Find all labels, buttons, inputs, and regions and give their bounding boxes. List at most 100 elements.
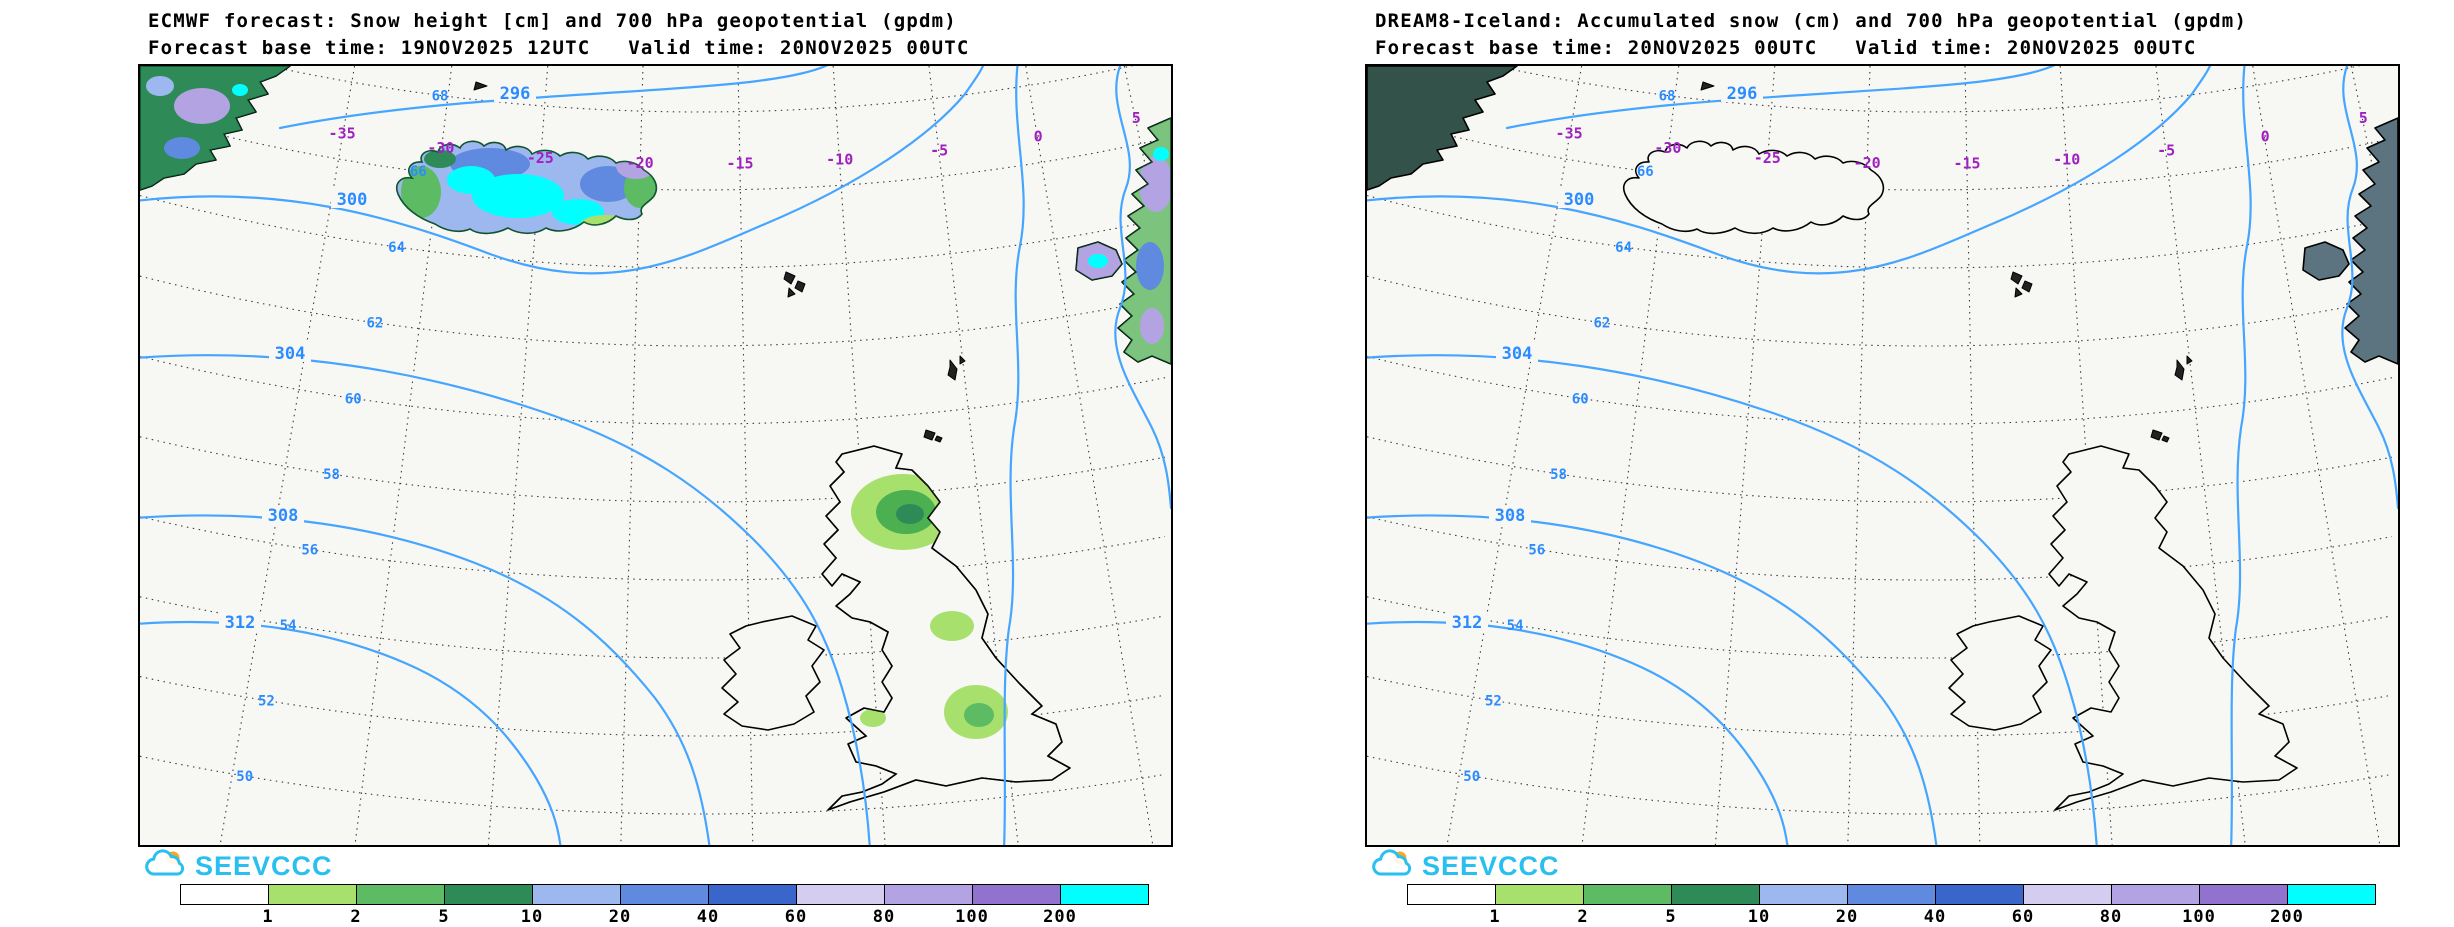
- geopotential-label: 312: [225, 613, 256, 633]
- latitude-label: 62: [1593, 316, 1610, 332]
- colorbar-label: 200: [2270, 907, 2304, 927]
- colorbar-label: 1: [1489, 907, 1501, 927]
- latitude-label: 64: [388, 240, 405, 256]
- colorbar-segment: [356, 884, 445, 905]
- colorbar-segment: [2111, 884, 2200, 905]
- colorbar-segment: [1407, 884, 1496, 905]
- geopotential-contours: [1367, 66, 2398, 845]
- colorbar-label: 5: [1665, 907, 1677, 927]
- longitude-label: 5: [2359, 109, 2368, 127]
- longitude-label: -20: [627, 154, 654, 172]
- latitude-label: 66: [410, 164, 427, 180]
- colorbar-segment: [620, 884, 709, 905]
- colorbar-segment: [444, 884, 533, 905]
- longitude-label: 0: [1034, 128, 1043, 146]
- map-canvas: 296 300 304 308 312 -35 -30 -25 -20 -15 -10 -5 0 5 68 6…: [1367, 66, 2398, 845]
- latitude-label: 66: [1637, 164, 1654, 180]
- colorbar-label: 60: [2011, 907, 2035, 927]
- colorbar-segment: [2287, 884, 2376, 905]
- latitude-label: 52: [258, 694, 275, 710]
- geopotential-label: 304: [1502, 344, 1533, 364]
- panel-ecmwf: ECMWF forecast: Snow height [cm] and 700…: [0, 0, 1227, 927]
- latitude-label: 54: [280, 618, 297, 634]
- longitude-label: -30: [427, 139, 454, 157]
- colorbar-segment: [1847, 884, 1936, 905]
- colorbar-segment: [796, 884, 885, 905]
- colorbar-label: 1: [262, 907, 274, 927]
- latitude-label: 56: [301, 543, 318, 559]
- latitude-label: 68: [1659, 88, 1676, 104]
- colorbar-segment: [884, 884, 973, 905]
- geopotential-label: 300: [337, 190, 368, 210]
- colorbar-segment: [708, 884, 797, 905]
- colorbar-segment: [2023, 884, 2112, 905]
- longitude-label: -10: [826, 150, 853, 168]
- map-labels: 296 300 304 308 312 -35 -30 -25 -20 -15 -10 -5 0 5 68 6…: [1446, 83, 2368, 785]
- panel-dream8: DREAM8-Iceland: Accumulated snow (cm) an…: [1227, 0, 2454, 927]
- seevccc-logo-text: SEEVCCC: [1422, 850, 1560, 881]
- longitude-label: 5: [1132, 109, 1141, 127]
- colorbar-segment: [1935, 884, 2024, 905]
- latitude-label: 68: [432, 88, 449, 104]
- colorbar-label: 5: [438, 907, 450, 927]
- colorbar-segment: [1759, 884, 1848, 905]
- latitude-label: 54: [1507, 618, 1524, 634]
- colorbar-segment: [1495, 884, 1584, 905]
- latitude-label: 60: [1572, 391, 1589, 407]
- colorbar-segment: [268, 884, 357, 905]
- map-canvas: 296 300 304 308 312 -35 -30 -25 -20 -15 -10 -5 0 5 68 6…: [140, 66, 1171, 845]
- colorbar-label: 100: [955, 907, 989, 927]
- panel-title: ECMWF forecast: Snow height [cm] and 700…: [148, 10, 957, 32]
- coastlines: [1367, 66, 2398, 811]
- colorbar-segment: [1583, 884, 1672, 905]
- longitude-label: -35: [1556, 124, 1583, 142]
- longitude-label: -35: [329, 124, 356, 142]
- latitude-label: 58: [323, 467, 340, 483]
- map-labels: 296 300 304 308 312 -35 -30 -25 -20 -15 -10 -5 0 5 68 6…: [219, 83, 1141, 785]
- colorbar-label: 100: [2182, 907, 2216, 927]
- longitude-label: 0: [2261, 128, 2270, 146]
- geopotential-label: 304: [275, 344, 306, 364]
- graticule: [1367, 66, 2398, 845]
- seevccc-logo-text: SEEVCCC: [195, 850, 333, 881]
- colorbar-label: 40: [1923, 907, 1947, 927]
- colorbar-label: 10: [520, 907, 544, 927]
- panel-subtitle: Forecast base time: 19NOV2025 12UTC Vali…: [148, 37, 970, 59]
- colorbar-segment: [2199, 884, 2288, 905]
- latitude-label: 60: [345, 391, 362, 407]
- latitude-label: 56: [1528, 543, 1545, 559]
- longitude-label: -10: [2053, 150, 2080, 168]
- colorbar-label: 80: [872, 907, 896, 927]
- colorbar-segment: [532, 884, 621, 905]
- snow-colorbar: 1 2 5 10 20 40 60 80 100 200: [180, 884, 1149, 927]
- longitude-label: -25: [1754, 149, 1781, 167]
- panel-title: DREAM8-Iceland: Accumulated snow (cm) an…: [1375, 10, 2248, 32]
- longitude-label: -20: [1854, 154, 1881, 172]
- panel-subtitle: Forecast base time: 20NOV2025 00UTC Vali…: [1375, 37, 2197, 59]
- seevccc-cloud-icon: [1369, 848, 1415, 884]
- colorbar-segment: [1060, 884, 1149, 905]
- geopotential-label: 300: [1564, 190, 1595, 210]
- panel-header: ECMWF forecast: Snow height [cm] and 700…: [148, 8, 970, 62]
- colorbar-label: 40: [696, 907, 720, 927]
- map-dream8: 296 300 304 308 312 -35 -30 -25 -20 -15 -10 -5 0 5 68 6…: [1365, 64, 2400, 847]
- geopotential-label: 308: [268, 506, 299, 526]
- latitude-label: 50: [236, 769, 253, 785]
- colorbar-segment: [180, 884, 269, 905]
- longitude-label: -25: [527, 149, 554, 167]
- latitude-label: 64: [1615, 240, 1632, 256]
- geopotential-label: 308: [1495, 506, 1526, 526]
- colorbar-label: 20: [608, 907, 632, 927]
- latitude-label: 58: [1550, 467, 1567, 483]
- colorbar-label: 60: [784, 907, 808, 927]
- latitude-label: 62: [366, 316, 383, 332]
- seevccc-logo: SEEVCCC: [142, 849, 333, 883]
- geopotential-label: 296: [500, 84, 531, 104]
- map-ecmwf: 296 300 304 308 312 -35 -30 -25 -20 -15 -10 -5 0 5 68 6…: [138, 64, 1173, 847]
- colorbar-label: 2: [350, 907, 362, 927]
- longitude-label: -15: [1953, 155, 1980, 173]
- longitude-label: -30: [1654, 139, 1681, 157]
- seevccc-cloud-icon: [142, 848, 188, 884]
- colorbar-segment: [972, 884, 1061, 905]
